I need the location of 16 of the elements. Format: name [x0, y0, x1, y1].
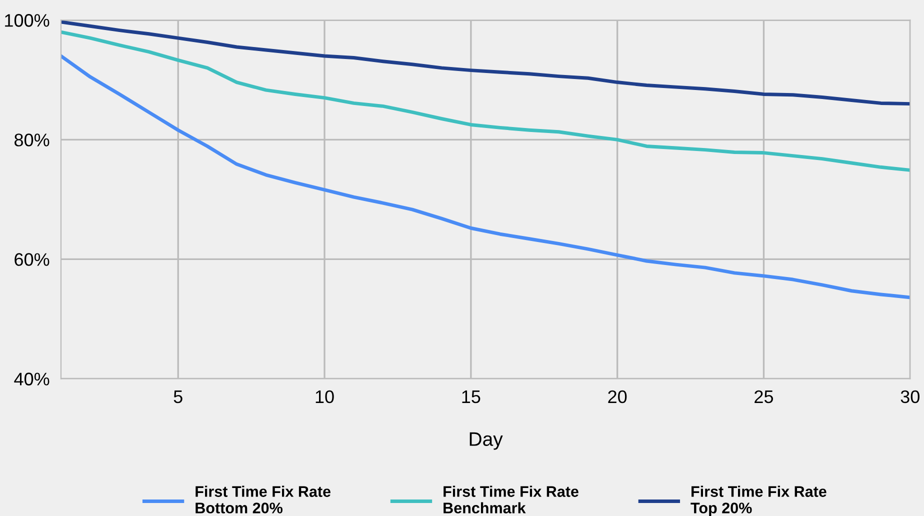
legend-label: First Time Fix Rate Bottom 20% [196, 486, 331, 514]
line-series [60, 30, 910, 172]
x-tick-label: 20 [608, 390, 627, 404]
x-tick-label: 15 [462, 390, 480, 404]
x-axis-title: Day [470, 432, 503, 450]
line-series [60, 54, 910, 300]
x-tick-label: 25 [754, 390, 774, 404]
y-tick-label: 80% [14, 134, 50, 146]
legend-label: First Time Fix Rate Benchmark [444, 486, 578, 514]
y-tick-label: 60% [14, 253, 50, 266]
x-tick-label: 30 [900, 390, 920, 404]
x-tick-label: 5 [174, 390, 182, 404]
legend-label: First Time Fix Rate Top 20% [690, 486, 826, 516]
y-tick-label: 40% [14, 372, 50, 386]
x-tick-label: 10 [316, 390, 334, 404]
y-tick-label: 100% [5, 14, 50, 27]
